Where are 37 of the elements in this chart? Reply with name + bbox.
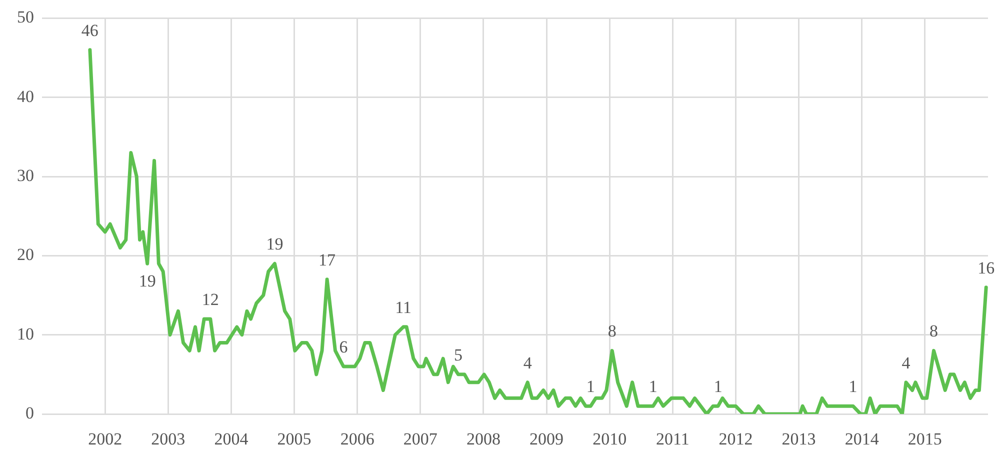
x-tick-label: 2006	[340, 430, 374, 449]
x-tick-label: 2007	[403, 430, 438, 449]
annotation: 8	[930, 322, 938, 341]
y-tick-label: 20	[17, 245, 34, 264]
annotation: 16	[978, 258, 995, 278]
annotation: 1	[848, 377, 858, 396]
annotation: 4	[523, 353, 532, 372]
annotation: 4	[902, 353, 911, 372]
y-tick-label: 0	[26, 403, 34, 422]
y-tick-label: 10	[17, 324, 34, 344]
annotation: 12	[202, 290, 219, 309]
annotation: 19	[266, 234, 284, 254]
x-tick-label: 2013	[782, 430, 816, 449]
x-tick-label: 2011	[656, 430, 690, 449]
annotation: 6	[339, 337, 348, 356]
annotation: 1	[586, 377, 595, 396]
x-tick-label: 2010	[592, 430, 627, 449]
x-tick-label: 2004	[214, 430, 249, 449]
x-tick-label: 2003	[151, 430, 186, 449]
x-tick-label: 2015	[908, 430, 942, 449]
y-tick-label: 50	[17, 8, 34, 27]
annotation: 5	[454, 345, 462, 364]
y-tick-label: 40	[17, 86, 34, 106]
annotation: 1	[714, 377, 722, 396]
x-tick-label: 2005	[277, 430, 312, 449]
annotation: 8	[608, 322, 616, 341]
x-tick-label: 2002	[88, 430, 122, 449]
x-tick-label: 2009	[530, 430, 564, 449]
y-tick-label: 30	[17, 166, 34, 185]
annotation: 1	[648, 377, 658, 396]
x-tick-label: 2012	[718, 430, 753, 449]
x-tick-label: 2014	[844, 430, 880, 449]
annotation: 17	[318, 250, 336, 270]
x-tick-label: 2008	[466, 430, 500, 449]
annotation: 11	[395, 298, 412, 317]
annotation: 46	[81, 20, 98, 40]
annotation: 19	[138, 272, 156, 291]
